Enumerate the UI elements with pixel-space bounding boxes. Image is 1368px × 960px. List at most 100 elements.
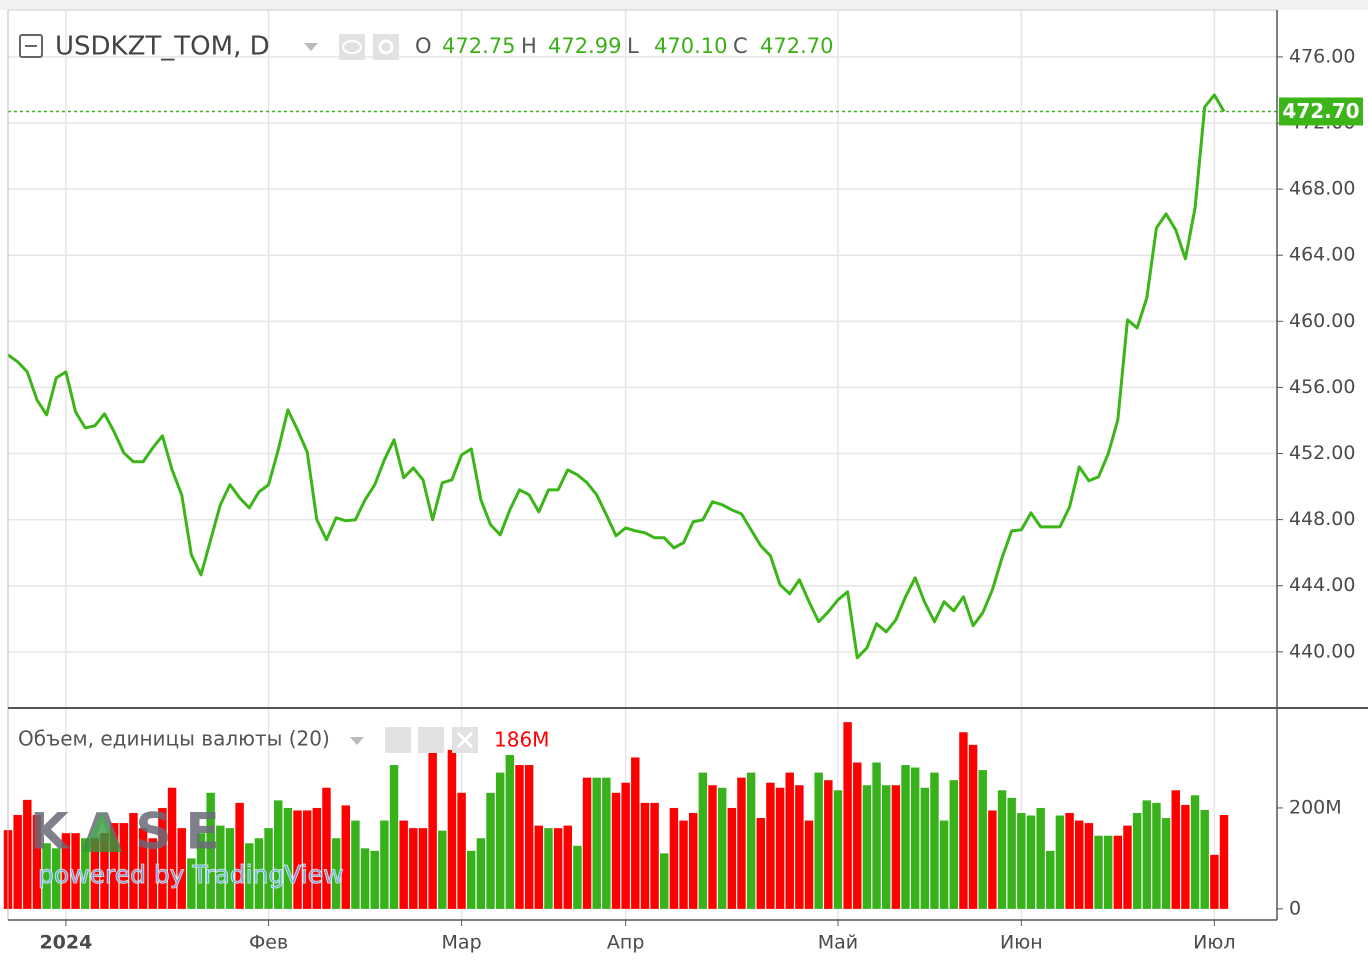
price-layer (8, 93, 1277, 660)
volume-title: Объем, единицы валюты (20) (18, 727, 330, 751)
volume-bar (71, 833, 80, 909)
volume-bar (660, 853, 669, 909)
volume-bar (100, 833, 109, 909)
volume-bar (322, 787, 331, 909)
volume-bar (949, 780, 959, 909)
volume-bar (679, 820, 688, 909)
volume-bar (13, 815, 22, 909)
x-tick-label: Фев (249, 932, 288, 954)
ohlc-legend: O 472.75 H 472.99 L 470.10 C 472.70 (415, 34, 833, 58)
symbol-menu[interactable] (304, 43, 318, 51)
volume-bar (602, 777, 611, 909)
volume-bar (187, 858, 196, 909)
volume-bar (351, 820, 360, 909)
volume-visibility-button[interactable] (385, 727, 411, 753)
ohlc-value: 470.10 (654, 34, 727, 58)
volume-bar (766, 782, 775, 909)
volume-bar (273, 800, 283, 909)
volume-bar (833, 790, 843, 909)
volume-bar (1132, 812, 1142, 909)
y-tick-label: 452.00 (1289, 442, 1355, 464)
volume-bar (544, 828, 553, 909)
volume-bar (534, 825, 544, 909)
volume-bar (467, 850, 476, 909)
volume-bar (592, 777, 601, 909)
volume-bar (775, 787, 785, 909)
ohlc-value: 472.99 (548, 34, 621, 58)
x-tick-label: Апр (607, 932, 644, 954)
volume-bar (331, 838, 341, 909)
volume-bar (1181, 804, 1190, 909)
volume-bar (573, 845, 582, 909)
volume-bar (968, 744, 978, 909)
ohlc-key: O (415, 34, 432, 58)
volume-bar (1171, 790, 1180, 909)
volume-bar (1200, 809, 1209, 909)
y-tick-label: 456.00 (1289, 376, 1355, 398)
settings-button[interactable] (373, 34, 399, 60)
last-price-label: 472.70 (1282, 99, 1359, 123)
volume-bar (959, 732, 968, 909)
y-tick-label: 464.00 (1289, 244, 1355, 266)
volume-bar (611, 792, 621, 909)
volume-bar (515, 765, 524, 909)
volume-bar (1065, 812, 1074, 909)
volume-bar (293, 810, 302, 909)
volume-bar (804, 820, 814, 909)
volume-bar (717, 787, 727, 909)
volume-bar (370, 850, 379, 909)
volume-settings-button[interactable] (418, 727, 444, 753)
volume-bar (428, 739, 437, 909)
volume-bar (409, 828, 418, 909)
volume-bar (1190, 795, 1200, 909)
collapse-button[interactable] (19, 34, 43, 58)
volume-bar (1026, 815, 1036, 909)
volume-bar (640, 802, 650, 909)
volume-bar (177, 828, 186, 909)
x-tick-label: Июн (1000, 932, 1043, 954)
volume-bar (862, 785, 872, 909)
volume-bar (283, 807, 293, 909)
logo-triangle (82, 812, 122, 852)
volume-bar (582, 777, 592, 909)
volume-bar (824, 780, 833, 909)
volume-bar (129, 812, 138, 909)
volume-bar (216, 825, 225, 909)
volume-bar (505, 754, 515, 909)
volume-bar (746, 772, 756, 909)
volume-bar (853, 762, 862, 909)
volume-bar (727, 807, 737, 909)
volume-bar (341, 805, 351, 909)
volume-value-label: 186M (494, 728, 549, 752)
volume-tick-label: 200M (1289, 796, 1342, 818)
volume-bar (1007, 797, 1016, 909)
volume-bar (138, 828, 148, 909)
volume-bar (1219, 815, 1229, 909)
ohlc-value: 472.70 (760, 34, 833, 58)
volume-bar (901, 765, 910, 909)
volume-bar (447, 749, 457, 909)
volume-bar (245, 843, 254, 909)
volume-tick-label: 0 (1289, 897, 1301, 919)
volume-bars (3, 722, 1229, 909)
volume-bar (621, 782, 630, 909)
symbol-title: USDKZT_TOM, D (55, 32, 270, 62)
volume-bar (90, 838, 100, 909)
volume-bar (302, 810, 312, 909)
volume-bar (312, 807, 322, 909)
y-tick-label: 440.00 (1289, 640, 1355, 662)
volume-bar (1017, 812, 1026, 909)
x-tick-label: 2024 (39, 932, 92, 954)
volume-bar (939, 820, 949, 909)
volume-bar (978, 770, 987, 909)
volume-menu[interactable] (350, 737, 364, 745)
volume-bar (389, 765, 399, 909)
volume-bar (486, 792, 495, 909)
volume-bar (688, 812, 698, 909)
volume-bar (42, 843, 51, 909)
y-tick-label: 468.00 (1289, 178, 1355, 200)
volume-bar (553, 828, 563, 909)
